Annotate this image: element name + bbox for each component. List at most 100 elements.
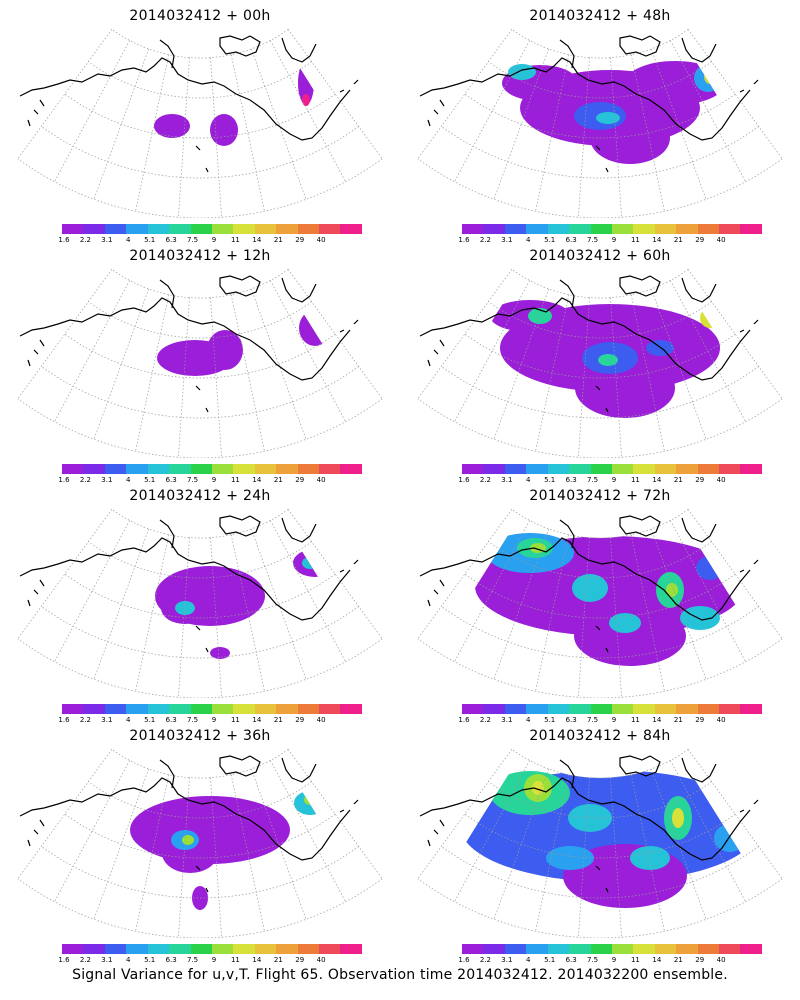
- variance-patch: [574, 606, 686, 666]
- colorbar-label: 7.5: [186, 236, 199, 244]
- colorbar-swatch: [697, 944, 720, 954]
- colorbar-swatch: [654, 224, 677, 234]
- colorbar-label: 4: [526, 716, 531, 724]
- colorbar-swatch: [276, 704, 298, 714]
- colorbar-swatch: [104, 704, 127, 714]
- colorbar: [462, 944, 762, 954]
- coastline: [19, 515, 359, 653]
- colorbar-swatch: [297, 224, 320, 234]
- colorbar-label: 29: [295, 956, 305, 964]
- coastline: [419, 35, 759, 173]
- colorbar-labels: 1.6 2.2 3.1 4 5.1 6.3 7.5 9 11 14 21 29 40: [52, 956, 372, 966]
- colorbar-swatch: [569, 464, 591, 474]
- colorbar-labels: 1.6 2.2 3.1 4 5.1 6.3 7.5 9 11 14 21 29 40: [452, 236, 772, 246]
- colorbar-swatch: [611, 704, 634, 714]
- colorbar-swatch: [633, 224, 655, 234]
- panel-84h: 2014032412 + 84h 1.6 2.2 3.1 4 5.1 6.3 7.5 9 11 1…: [400, 720, 800, 964]
- colorbar-label: 21: [673, 236, 683, 244]
- colorbar-label: 7.5: [586, 476, 599, 484]
- variance-patch: [154, 114, 190, 138]
- colorbar-swatch: [276, 224, 298, 234]
- panel-48h: 2014032412 + 48h 1.6 2.2 3.1 4 5.1 6.3 7.5 9 11 1…: [400, 0, 800, 244]
- colorbar-label: 6.3: [565, 476, 577, 484]
- colorbar-label: 6.3: [165, 236, 177, 244]
- variance-field: [490, 300, 720, 418]
- colorbar-swatch: [83, 944, 105, 954]
- variance-patch: [596, 112, 620, 124]
- colorbar-label: 3.1: [501, 956, 513, 964]
- graticule: [417, 269, 783, 458]
- colorbar-label: 5.1: [144, 236, 156, 244]
- graticule: [417, 749, 783, 938]
- colorbar-label: 29: [695, 476, 705, 484]
- colorbar-label: 21: [273, 716, 283, 724]
- graticule: [17, 29, 383, 218]
- colorbar-swatch: [104, 464, 127, 474]
- colorbar-swatch: [504, 464, 527, 474]
- colorbar-swatch: [319, 944, 341, 954]
- colorbar-label: 7.5: [186, 956, 199, 964]
- variance-patch: [625, 61, 725, 105]
- variance-patch: [704, 68, 716, 84]
- variance-patch: [293, 549, 337, 577]
- colorbar-label: 6.3: [165, 956, 177, 964]
- variance-patch: [714, 824, 746, 852]
- colorbar-label: 6.3: [565, 716, 577, 724]
- colorbar-swatch: [319, 464, 341, 474]
- colorbar-label: 4: [126, 716, 131, 724]
- colorbar-label: 3.1: [501, 476, 513, 484]
- colorbar-label: 1.6: [58, 956, 70, 964]
- colorbar-swatch: [169, 944, 191, 954]
- colorbar-swatch: [569, 704, 591, 714]
- colorbar-swatch: [504, 704, 527, 714]
- colorbar-label: 6.3: [565, 956, 577, 964]
- colorbar-label: 5.1: [544, 236, 556, 244]
- panel-title: 2014032412 + 00h: [129, 8, 271, 24]
- colorbar-swatch: [740, 224, 762, 234]
- colorbar-swatch: [654, 944, 677, 954]
- colorbar-swatch: [276, 464, 298, 474]
- variance-patch: [630, 846, 670, 870]
- panel-24h: 2014032412 + 24h 1.6 2.2 3.1 4 5.1 6.3 7.5 9 11 1…: [0, 480, 400, 724]
- variance-patch: [175, 601, 195, 615]
- colorbar-swatch: [547, 224, 570, 234]
- variance-patch: [700, 308, 720, 328]
- colorbar-label: 5.1: [144, 716, 156, 724]
- map: [17, 29, 383, 218]
- coastline: [19, 35, 359, 173]
- colorbar-swatch: [719, 224, 741, 234]
- variance-patch: [302, 94, 310, 106]
- colorbar-label: 14: [652, 956, 662, 964]
- colorbar-swatch: [254, 704, 277, 714]
- colorbar-labels: 1.6 2.2 3.1 4 5.1 6.3 7.5 9 11 14 21 29 40: [52, 476, 372, 486]
- colorbar-swatch: [547, 464, 570, 474]
- figure-caption: Signal Variance for u,v,T. Flight 65. Ob…: [72, 967, 728, 983]
- colorbar-swatch: [190, 944, 212, 954]
- colorbar-label: 40: [716, 236, 726, 244]
- variance-patch: [572, 574, 608, 602]
- variance-field: [475, 533, 745, 666]
- colorbar-swatch: [633, 944, 655, 954]
- colorbar-swatch: [233, 944, 255, 954]
- colorbar-label: 2.2: [79, 716, 91, 724]
- colorbar-label: 4: [526, 956, 531, 964]
- variance-patch: [646, 340, 674, 356]
- colorbar-label: 1.6: [458, 716, 470, 724]
- colorbar-label: 40: [716, 956, 726, 964]
- colorbar-label: 4: [526, 236, 531, 244]
- graticule: [17, 749, 383, 938]
- colorbar-swatch: [611, 224, 634, 234]
- colorbar-label: 2.2: [479, 476, 491, 484]
- panel-title: 2014032412 + 48h: [529, 8, 671, 24]
- colorbar-label: 11: [230, 476, 240, 484]
- colorbar-swatch: [526, 704, 548, 714]
- colorbar-swatch: [590, 464, 612, 474]
- colorbar-label: 7.5: [586, 716, 599, 724]
- colorbar-swatch: [147, 944, 170, 954]
- colorbar-swatch: [340, 464, 362, 474]
- colorbar-label: 9: [611, 956, 617, 964]
- variance-patch: [575, 358, 675, 418]
- colorbar-label: 5.1: [544, 956, 556, 964]
- colorbar-label: 7.5: [186, 476, 199, 484]
- variance-patch: [207, 330, 243, 370]
